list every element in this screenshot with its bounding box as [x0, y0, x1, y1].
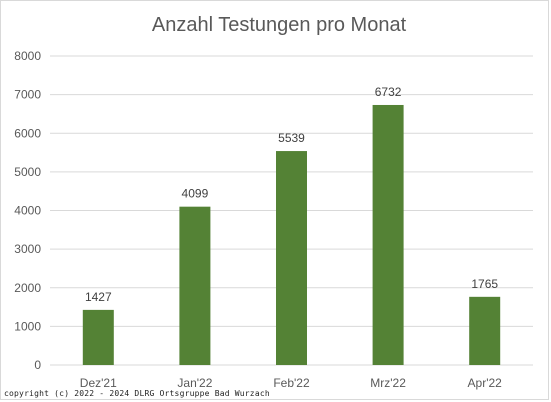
y-tick-label: 1000 — [14, 319, 41, 333]
x-tick-label: Dez'21 — [80, 376, 117, 390]
y-tick-label: 4000 — [14, 204, 41, 218]
y-tick-label: 6000 — [14, 126, 41, 140]
y-tick-label: 5000 — [14, 165, 41, 179]
data-label: 1427 — [85, 290, 112, 304]
y-tick-label: 7000 — [14, 88, 41, 102]
y-tick-label: 8000 — [14, 49, 41, 63]
bar — [372, 104, 404, 365]
copyright-notice: copyright (c) 2022 - 2024 DLRG Ortsgrupp… — [4, 389, 270, 398]
y-tick-label: 2000 — [14, 281, 41, 295]
data-label: 5539 — [278, 131, 305, 145]
chart-title: Anzahl Testungen pro Monat — [152, 14, 407, 36]
bar — [179, 206, 211, 365]
data-label: 4099 — [182, 187, 209, 201]
bar — [276, 151, 307, 365]
y-tick-label: 0 — [34, 358, 41, 372]
data-label: 6732 — [375, 85, 402, 99]
x-tick-label: Jan'22 — [177, 376, 212, 390]
x-tick-label: Mrz'22 — [370, 376, 406, 390]
bar — [469, 296, 501, 365]
bar — [82, 309, 114, 365]
x-tick-label: Feb'22 — [273, 376, 310, 390]
data-label: 1765 — [471, 277, 498, 291]
y-tick-label: 3000 — [14, 242, 41, 256]
x-tick-label: Apr'22 — [468, 376, 503, 390]
